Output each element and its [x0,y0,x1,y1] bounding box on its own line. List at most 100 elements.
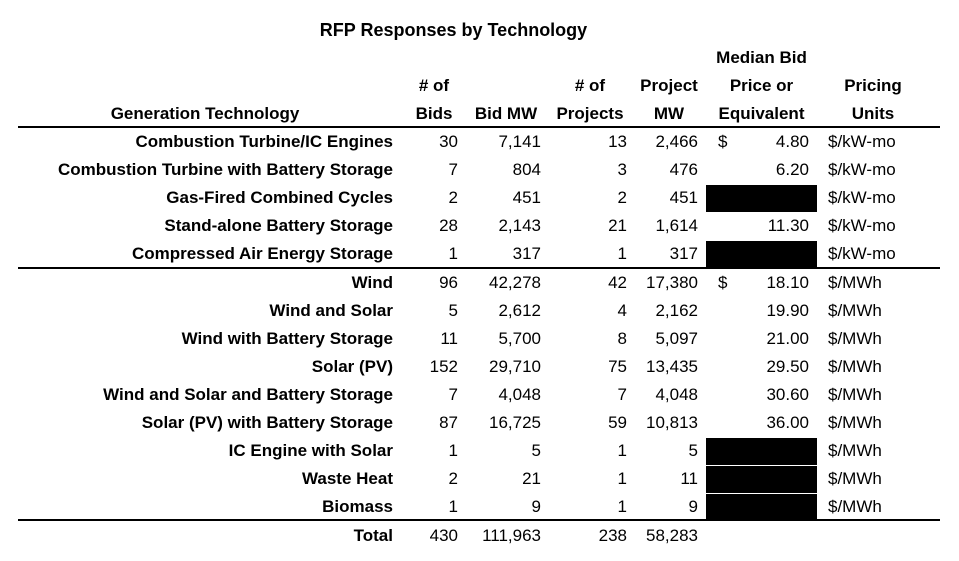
bid-mw-cell: 804 [512,160,541,179]
project-mw-cell: 17,380 [646,273,698,292]
project-mw-cell: 317 [669,244,698,263]
header-technology: Generation Technology [110,104,300,123]
price-cell: 36.00 [766,413,809,432]
price-cell: 6.20 [775,160,809,179]
units-cell: $/kW-mo [828,216,896,235]
bids-cell: 1 [448,441,458,460]
header-project-mw-line1: Project [640,76,698,95]
bids-cell: 2 [448,188,458,207]
header-price-line3: Equivalent [718,104,805,123]
table-row: Stand-alone Battery Storage 28 2,143 21 1,61… [0,212,959,240]
projects-cell: 1 [617,497,627,516]
project-mw-cell: 451 [669,188,698,207]
table-title: RFP Responses by Technology [319,20,588,40]
total-project-mw: 58,283 [646,526,698,545]
header-units-line2: Units [851,104,895,123]
header-rule [18,126,940,128]
projects-cell: 1 [617,469,627,488]
projects-cell: 75 [608,357,627,376]
redaction-block [706,494,817,521]
total-row: Total 430 111,963 238 58,283 [0,522,959,550]
redaction-block [706,185,817,212]
technology-cell: Biomass [322,497,393,516]
project-mw-cell: 476 [669,160,698,179]
units-cell: $/MWh [828,385,882,404]
project-mw-cell: 10,813 [646,413,698,432]
project-mw-cell: 2,162 [655,301,698,320]
projects-cell: 42 [608,273,627,292]
bids-cell: 1 [448,244,458,263]
total-projects: 238 [598,526,627,545]
projects-cell: 3 [617,160,627,179]
bids-cell: 28 [439,216,458,235]
bid-mw-cell: 7,141 [498,132,541,151]
header-median-bid: Median Bid [716,48,807,67]
bid-mw-cell: 2,143 [498,216,541,235]
technology-cell: Stand-alone Battery Storage [164,216,393,235]
projects-cell: 7 [617,385,627,404]
bid-mw-cell: 16,725 [489,413,541,432]
units-cell: $/kW-mo [828,132,896,151]
table-row: Solar (PV) with Battery Storage 87 16,725 5… [0,409,959,437]
price-cell: 19.90 [766,301,809,320]
project-mw-cell: 4,048 [655,385,698,404]
bids-cell: 1 [448,497,458,516]
technology-cell: Wind [351,273,393,292]
header-projects-line1: # of [574,76,606,95]
projects-cell: 21 [608,216,627,235]
bid-mw-cell: 42,278 [489,273,541,292]
technology-cell: Wind and Solar [269,301,393,320]
price-cell: 4.80 [775,132,809,151]
projects-cell: 8 [617,329,627,348]
total-label: Total [353,526,393,545]
price-cell: 21.00 [766,329,809,348]
bids-cell: 7 [448,385,458,404]
bid-mw-cell: 5,700 [498,329,541,348]
table-row: Wind with Battery Storage 11 5,700 8 5,097 21… [0,325,959,353]
technology-cell: IC Engine with Solar [228,441,393,460]
header-price-line2: Price or [729,76,794,95]
bid-mw-cell: 5 [531,441,541,460]
bids-cell: 11 [440,329,458,348]
bid-mw-cell: 451 [512,188,541,207]
project-mw-cell: 9 [688,497,698,516]
table-row: Biomass 1 9 1 9 $/MWh [0,493,959,521]
header-bid-mw: Bid MW [474,104,538,123]
price-cell: 11.30 [767,216,809,235]
units-cell: $/MWh [828,301,882,320]
bids-cell: 87 [439,413,458,432]
header-bids-line2: Bids [415,104,453,123]
projects-cell: 59 [608,413,627,432]
price-cell: 30.60 [766,385,809,404]
bids-cell: 5 [448,301,458,320]
technology-cell: Waste Heat [301,469,393,488]
bid-mw-cell: 21 [522,469,541,488]
header-bids-line1: # of [418,76,450,95]
table-row: Wind 96 42,278 42 17,380 $18.10 $/MWh [0,269,959,297]
project-mw-cell: 11 [680,469,698,488]
table-row: IC Engine with Solar 1 5 1 5 $/MWh [0,437,959,465]
bids-cell: 96 [439,273,458,292]
units-cell: $/kW-mo [828,244,896,263]
bid-mw-cell: 29,710 [489,357,541,376]
units-cell: $/MWh [828,329,882,348]
project-mw-cell: 13,435 [646,357,698,376]
technology-cell: Combustion Turbine with Battery Storage [58,160,393,179]
projects-cell: 2 [617,188,627,207]
price-cell: 18.10 [766,273,809,292]
redaction-block [706,241,817,268]
table-row: Solar (PV) 152 29,710 75 13,435 29.50 $/MWh [0,353,959,381]
projects-cell: 13 [608,132,627,151]
technology-cell: Solar (PV) [311,357,393,376]
bid-mw-cell: 9 [531,497,541,516]
technology-cell: Solar (PV) with Battery Storage [141,413,393,432]
currency-cell: $ [718,132,728,151]
project-mw-cell: 1,614 [655,216,698,235]
redaction-block [706,466,817,493]
units-cell: $/MWh [828,469,882,488]
bids-cell: 152 [429,357,458,376]
units-cell: $/MWh [828,413,882,432]
table-row: Combustion Turbine with Battery Storage 7… [0,156,959,184]
table-row: Waste Heat 2 21 1 11 $/MWh [0,465,959,493]
technology-cell: Wind with Battery Storage [181,329,393,348]
